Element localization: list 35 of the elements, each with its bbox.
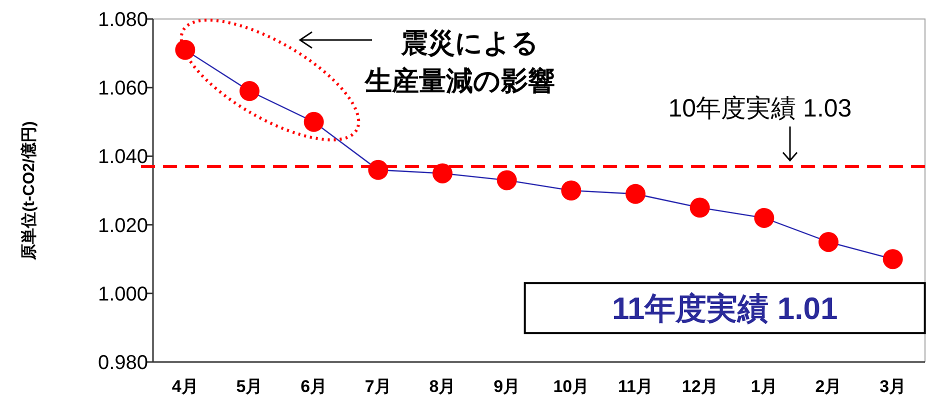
y-tick-label: 1.040	[98, 146, 148, 168]
annotation: 生産量減の影響	[364, 66, 555, 96]
point	[432, 163, 452, 184]
point	[496, 170, 517, 190]
point	[818, 232, 838, 252]
point	[240, 81, 260, 102]
y-tick-label: 0.980	[98, 352, 148, 374]
point	[754, 208, 774, 228]
point	[561, 180, 582, 200]
y-axis-title: 原単位(t-CO2/億円)	[20, 121, 38, 261]
x-tick-label: 10月	[553, 377, 590, 396]
x-tick-label: 9月	[494, 377, 520, 396]
x-tick-label: 5月	[236, 377, 263, 396]
x-tick-label: 12月	[682, 377, 718, 396]
ref-line-label: 10年度実績 1.03	[668, 94, 852, 122]
y-tick-label: 1.000	[98, 283, 148, 306]
point	[175, 40, 196, 60]
x-tick-label: 6月	[300, 377, 328, 396]
y-tick-label: 1.060	[98, 78, 148, 100]
point	[882, 249, 903, 270]
x-tick-label: 4月	[172, 377, 198, 396]
point	[690, 198, 710, 218]
point	[626, 184, 646, 204]
x-tick-label: 2月	[815, 377, 842, 396]
x-tick-label: 8月	[429, 377, 456, 396]
point	[304, 112, 324, 132]
y-tick-label: 1.020	[98, 214, 148, 237]
point	[368, 160, 388, 180]
x-tick-label: 7月	[364, 377, 392, 396]
x-tick-label: 3月	[880, 377, 906, 396]
annotation: 震災による	[400, 28, 539, 58]
annotation: 11年度実績 1.01	[612, 291, 838, 326]
y-tick-label: 1.080	[98, 9, 148, 31]
x-tick-label: 1月	[750, 377, 778, 396]
x-tick-label: 11月	[618, 377, 653, 396]
